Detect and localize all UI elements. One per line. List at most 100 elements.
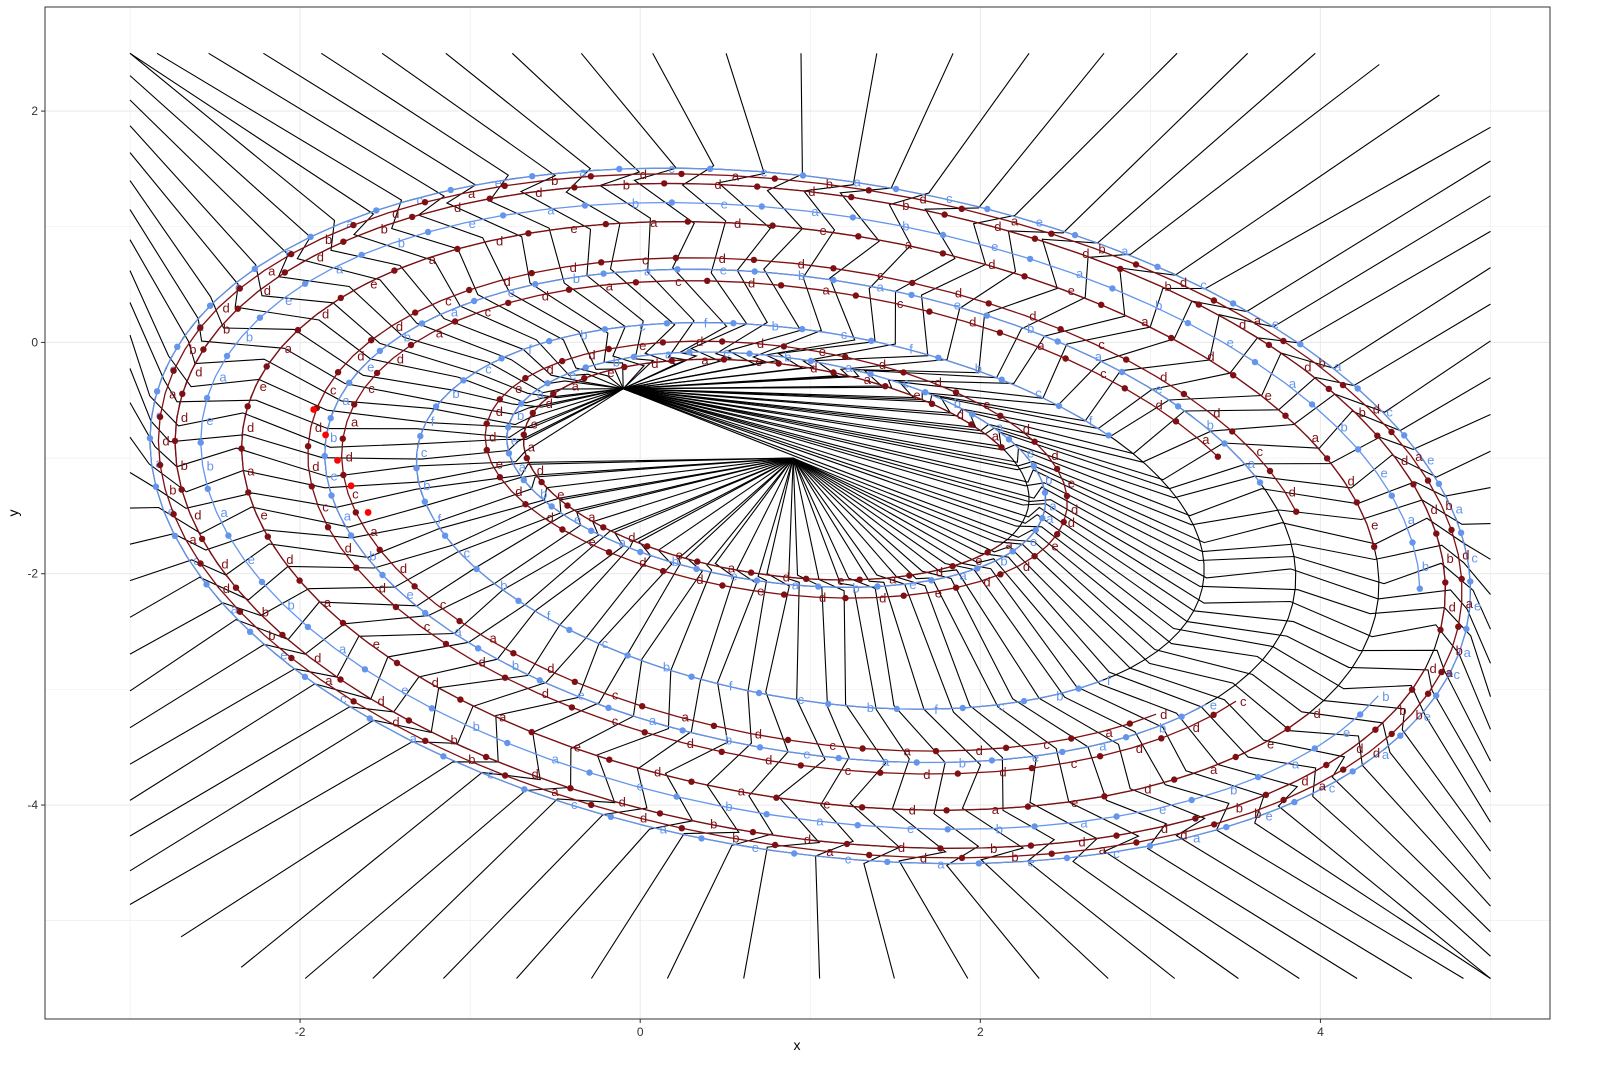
point-label: e	[1027, 445, 1034, 460]
data-point	[339, 435, 346, 442]
point-label: a	[606, 278, 614, 293]
point-label: a	[650, 215, 658, 230]
data-point	[1311, 745, 1319, 752]
point-label: d	[1289, 484, 1296, 499]
series-line	[200, 201, 1421, 830]
data-point	[391, 267, 398, 274]
point-label: d	[181, 410, 188, 425]
point-label: a	[854, 174, 862, 189]
point-label: b	[672, 554, 679, 569]
point-label: e	[574, 512, 581, 527]
point-label: b	[452, 386, 459, 401]
point-label: a	[221, 505, 229, 520]
data-point	[238, 445, 245, 452]
data-point	[909, 279, 916, 287]
series-line	[307, 257, 1297, 775]
point-label: e	[820, 223, 827, 238]
data-point	[405, 717, 413, 724]
voronoi-spoke	[129, 75, 624, 390]
point-label: a	[816, 814, 824, 829]
data-point	[849, 214, 857, 221]
data-point	[777, 282, 785, 289]
data-point	[775, 360, 782, 367]
point-label: d	[317, 249, 324, 264]
data-point	[413, 465, 420, 472]
data-point	[204, 485, 211, 492]
data-point	[546, 337, 553, 345]
point-label: a	[588, 510, 596, 525]
data-point	[1031, 235, 1039, 242]
data-point	[718, 748, 725, 755]
point-label: d	[935, 375, 942, 390]
data-point	[1297, 341, 1304, 348]
point-label: e	[983, 397, 990, 412]
point-label: d	[983, 575, 990, 590]
point-label: c	[668, 161, 675, 176]
data-point	[1002, 744, 1010, 751]
point-label: b	[207, 459, 214, 474]
point-label: b	[268, 628, 275, 643]
point-label: c	[485, 362, 492, 377]
point-label: d	[687, 736, 694, 751]
data-point	[1388, 492, 1396, 499]
point-label: c	[1471, 550, 1478, 565]
point-label: d	[757, 336, 764, 351]
point-label: a	[1408, 512, 1416, 527]
data-point	[1184, 319, 1192, 327]
data-point	[1284, 725, 1291, 733]
voronoi-spoke	[511, 52, 695, 390]
data-point	[1063, 854, 1071, 862]
point-label: a	[1202, 432, 1210, 447]
point-label: d	[1136, 741, 1143, 756]
data-point	[791, 850, 798, 857]
data-point	[641, 729, 648, 736]
point-label: d	[898, 840, 905, 855]
point-label: c	[1200, 278, 1207, 293]
point-label: b	[732, 831, 739, 846]
point-label: a	[1289, 376, 1297, 391]
point-label: a	[823, 283, 831, 298]
data-point	[588, 801, 595, 809]
data-point	[1397, 732, 1404, 739]
data-point	[985, 300, 992, 307]
voronoi-spoke	[623, 126, 1491, 399]
data-point	[1096, 753, 1104, 760]
point-label: d	[798, 256, 805, 271]
data-point	[339, 619, 347, 627]
data-point	[952, 389, 960, 396]
data-point	[1126, 720, 1134, 727]
data-point	[225, 532, 232, 539]
point-label: a	[960, 568, 968, 583]
data-point	[679, 727, 686, 734]
point-label: a	[537, 386, 545, 401]
point-label: a	[1334, 359, 1342, 374]
point-label: d	[879, 357, 886, 372]
point-label: a	[701, 352, 709, 367]
point-label: e	[1051, 539, 1058, 554]
data-point	[1308, 401, 1316, 408]
data-point	[567, 785, 574, 792]
data-point	[1371, 543, 1378, 550]
point-label: b	[189, 342, 196, 357]
point-label: a	[904, 744, 912, 759]
point-label: d	[920, 192, 927, 207]
data-point	[984, 205, 991, 213]
data-point	[758, 203, 765, 210]
point-label: c	[1098, 337, 1105, 352]
point-label: d	[1462, 548, 1469, 563]
data-point	[171, 532, 179, 539]
data-point	[321, 452, 328, 460]
data-point	[926, 308, 933, 315]
point-label: d	[640, 167, 647, 182]
data-point	[236, 608, 244, 615]
data-point	[350, 698, 357, 705]
data-point	[471, 297, 478, 305]
point-label: e	[903, 376, 910, 391]
point-label: d	[378, 694, 385, 709]
data-point	[170, 367, 177, 374]
data-point	[1121, 385, 1129, 392]
point-label: c	[330, 383, 337, 398]
data-point	[607, 813, 615, 820]
data-point	[521, 786, 528, 793]
highlight-point	[322, 431, 329, 439]
